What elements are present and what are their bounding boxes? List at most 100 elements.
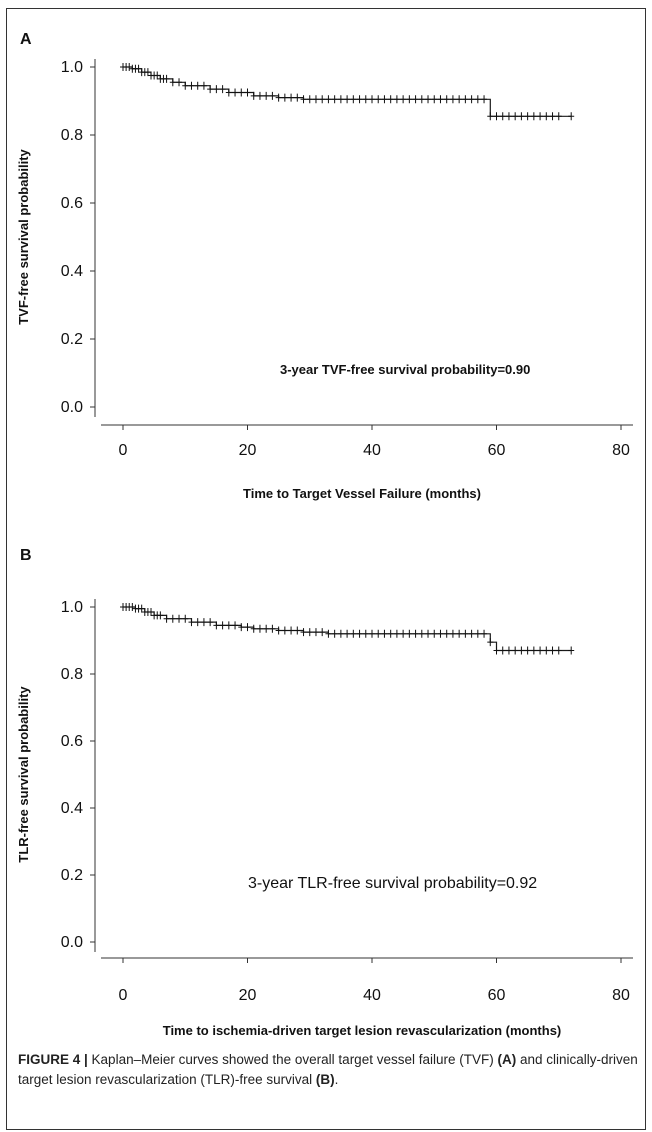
x-tick-label: 60: [488, 442, 506, 459]
y-tick-label: 0.2: [61, 331, 83, 348]
censor-mark: [157, 611, 164, 620]
censor-mark: [263, 91, 270, 100]
caption-ref-a: (A): [497, 1052, 517, 1067]
censor-mark: [281, 93, 288, 102]
censor-mark: [468, 95, 475, 104]
censor-mark: [135, 64, 142, 73]
censor-mark: [219, 85, 226, 94]
censor-mark: [275, 93, 282, 102]
censor-mark: [232, 621, 239, 630]
censor-mark: [369, 95, 375, 104]
censor-mark: [568, 646, 575, 655]
censor-mark: [269, 624, 276, 633]
x-tick-label: 20: [239, 987, 257, 1004]
censor-mark: [319, 628, 326, 637]
censor-mark: [524, 112, 531, 121]
censor-mark: [518, 646, 525, 655]
survival-curve: [123, 606, 572, 652]
y-tick-label: 0.2: [61, 867, 83, 884]
panel-b: B 0.0 0.2 0.4 0.6 0.8 1.0 0 20 40 60 80 Time to isch…: [16, 547, 633, 1038]
censor-mark: [306, 628, 313, 637]
censor-mark: [549, 646, 556, 655]
figure-caption: FIGURE 4 | Kaplan–Meier curves showed th…: [18, 1050, 638, 1090]
censor-mark: [543, 112, 550, 121]
censor-mark: [219, 621, 226, 630]
censor-mark: [393, 629, 400, 638]
censor-mark: [350, 629, 357, 638]
censor-mark: [331, 629, 338, 638]
censor-mark: [530, 112, 537, 121]
y-tick-label: 0.6: [61, 733, 83, 750]
censor-mark: [362, 95, 369, 104]
censor-mark: [462, 95, 469, 104]
censor-mark: [431, 629, 438, 638]
censor-mark: [232, 88, 239, 97]
censor-mark: [244, 88, 251, 97]
censor-mark: [188, 81, 195, 90]
censor-mark: [163, 614, 170, 623]
panel-letter: B: [20, 547, 32, 564]
censor-mark: [530, 646, 537, 655]
censor-mark: [425, 95, 432, 104]
y-axis-title: TLR-free survival probability: [16, 686, 31, 863]
y-tick-label: 0.6: [61, 195, 83, 212]
censor-mark: [487, 112, 494, 121]
censor-mark: [281, 626, 288, 635]
censor-mark: [400, 95, 407, 104]
survival-annotation: 3-year TLR-free survival probability=0.9…: [248, 875, 537, 892]
caption-ref-b: (B): [315, 1072, 335, 1087]
censor-mark: [250, 624, 257, 633]
censor-mark: [393, 95, 400, 104]
censor-mark: [200, 618, 207, 627]
caption-text-2: and clinically-driven target lesion reva…: [18, 1052, 638, 1087]
x-tick-label: 60: [488, 987, 506, 1004]
x-tick-label: 0: [119, 987, 128, 1004]
censor-mark: [144, 68, 151, 77]
censor-mark: [225, 621, 232, 630]
caption-text-1: Kaplan–Meier curves showed the overall t…: [87, 1052, 498, 1067]
censor-mark: [213, 621, 220, 630]
censor-mark: [344, 629, 351, 638]
y-tick-label: 0.4: [61, 263, 83, 280]
censor-mark: [250, 91, 257, 100]
censor-mark: [412, 95, 419, 104]
y-axis-title: TVF-free survival probability: [16, 148, 31, 324]
censor-mark: [337, 629, 344, 638]
censor-mark: [418, 95, 425, 104]
censor-mark: [381, 95, 388, 104]
censor-mark: [126, 63, 133, 71]
censor-mark: [493, 646, 500, 655]
censor-mark: [188, 618, 195, 627]
censor-mark: [256, 624, 263, 633]
censor-mark: [300, 628, 307, 637]
censor-mark: [412, 629, 419, 638]
censor-mark: [387, 629, 394, 638]
censor-mark: [425, 629, 432, 638]
censor-mark: [568, 112, 575, 121]
censor-mark: [549, 112, 556, 121]
censor-mark: [319, 95, 326, 104]
censor-mark: [163, 74, 170, 83]
x-tick-label: 0: [119, 442, 128, 459]
censor-mark: [263, 624, 270, 633]
censor-mark: [306, 95, 313, 104]
censor-mark: [288, 626, 295, 635]
survival-annotation: 3-year TVF-free survival probability=0.9…: [280, 362, 530, 377]
censor-mark: [169, 78, 176, 87]
censor-mark: [481, 629, 488, 638]
censor-mark: [325, 629, 332, 638]
censor-mark: [244, 623, 251, 632]
censor-mark: [154, 71, 161, 80]
censor-mark: [312, 95, 319, 104]
censor-mark: [406, 629, 413, 638]
y-tick-label: 0.8: [61, 127, 83, 144]
y-tick-label: 1.0: [61, 59, 83, 76]
censor-mark: [138, 604, 145, 613]
censor-mark: [182, 614, 189, 623]
censor-mark: [207, 85, 214, 94]
censor-mark: [512, 112, 519, 121]
panel-a: A 0.0 0.2 0.4 0.6 0.8 1.0 0 20 40 60 80 Time to Targ…: [16, 31, 633, 501]
censor-mark: [518, 112, 525, 121]
censor-mark: [449, 95, 456, 104]
